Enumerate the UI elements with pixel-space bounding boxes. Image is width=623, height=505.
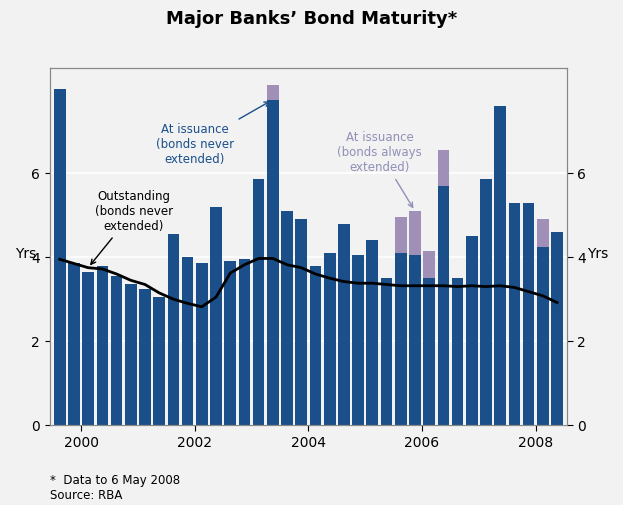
Bar [437,186,449,425]
Bar [395,253,407,425]
Y-axis label: Yrs: Yrs [15,246,36,261]
Bar [97,266,108,425]
Bar [310,266,321,425]
Bar [423,278,435,425]
Bar [508,203,520,425]
Text: *  Data to 6 May 2008
Source: RBA: * Data to 6 May 2008 Source: RBA [50,475,180,502]
Text: Major Banks’ Bond Maturity*: Major Banks’ Bond Maturity* [166,10,457,28]
Bar [537,219,549,246]
Bar [239,259,250,425]
Bar [82,272,94,425]
Bar [182,257,193,425]
Bar [281,211,293,425]
Bar [452,278,464,425]
Bar [54,89,65,425]
Bar [111,276,122,425]
Text: At issuance
(bonds always
extended): At issuance (bonds always extended) [337,131,422,207]
Text: Outstanding
(bonds never
extended): Outstanding (bonds never extended) [91,190,173,264]
Bar [68,264,80,425]
Bar [210,207,222,425]
Bar [381,278,392,425]
Bar [523,203,535,425]
Bar [196,264,207,425]
Bar [295,219,307,425]
Bar [409,211,421,255]
Bar [423,251,435,278]
Bar [125,284,136,425]
Bar [466,236,478,425]
Bar [495,106,506,425]
Bar [267,85,278,99]
Bar [338,224,350,425]
Y-axis label: Yrs: Yrs [587,246,608,261]
Bar [480,179,492,425]
Bar [153,297,165,425]
Text: At issuance
(bonds never
extended): At issuance (bonds never extended) [156,102,269,166]
Bar [253,179,265,425]
Bar [366,240,378,425]
Bar [551,232,563,425]
Bar [409,255,421,425]
Bar [267,99,278,425]
Bar [395,217,407,253]
Bar [537,246,549,425]
Bar [352,255,364,425]
Bar [324,253,336,425]
Bar [437,150,449,186]
Bar [139,289,151,425]
Bar [224,262,236,425]
Bar [168,234,179,425]
